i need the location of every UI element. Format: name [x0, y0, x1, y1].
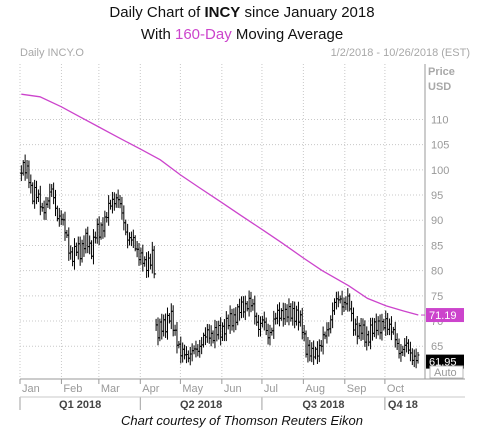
moving-average-layer	[21, 93, 419, 316]
series-line-moving-average	[21, 93, 419, 316]
quarter-label: Q4 18	[388, 399, 418, 410]
currency-axis-title: USD	[428, 81, 451, 93]
y-tick-label: 100	[431, 165, 449, 177]
quarter-label: Q2 2018	[180, 399, 222, 410]
y-tick-label: 110	[431, 114, 449, 126]
quarter-label: Q3 2018	[302, 399, 344, 410]
ma-value-label: 71.19	[429, 310, 457, 322]
price-axis-title: Price	[428, 66, 455, 78]
price-bars	[19, 154, 420, 369]
axis-ticks: 11010510095908580757065JanFebMarAprMayJu…	[22, 114, 449, 410]
title-line-1: Daily Chart of INCY since January 2018	[109, 4, 375, 21]
x-tick-label: Sep	[347, 383, 367, 395]
y-tick-label: 85	[431, 240, 443, 252]
x-tick-label: Oct	[387, 383, 404, 395]
x-tick-label: Feb	[63, 383, 82, 395]
x-tick-label: Aug	[305, 383, 325, 395]
quarter-label: Q1 2018	[59, 399, 101, 410]
y-tick-label: 90	[431, 215, 443, 227]
y-tick-label: 65	[431, 341, 443, 353]
price-value-badge	[426, 354, 464, 369]
page-title: Daily Chart of INCY since January 2018 W…	[0, 2, 484, 46]
y-tick-label: 75	[431, 291, 443, 303]
x-tick-label: Jun	[224, 383, 242, 395]
title-line-2: With 160-Day Moving Average	[140, 26, 344, 43]
chart-frame	[19, 64, 465, 410]
x-tick-label: May	[182, 383, 203, 395]
stock-chart: Daily INCY.O 1/2/2018 - 10/26/2018 (EST)…	[19, 47, 470, 410]
date-range-label: 1/2/2018 - 10/26/2018 (EST)	[331, 47, 470, 59]
chart-label: Daily INCY.O	[20, 47, 84, 59]
chart-credit: Chart courtesy of Thomson Reuters Eikon	[120, 413, 364, 428]
y-tick-label: 80	[431, 266, 443, 278]
x-tick-label: Apr	[142, 383, 159, 395]
y-tick-label: 105	[431, 140, 449, 152]
auto-scale-label[interactable]: Auto	[434, 367, 457, 379]
x-tick-label: Jul	[264, 383, 278, 395]
x-tick-label: Jan	[22, 383, 40, 395]
x-tick-label: Mar	[101, 383, 120, 395]
y-tick-label: 95	[431, 190, 443, 202]
auto-scale-box[interactable]	[429, 365, 464, 379]
ma-value-badge	[426, 308, 464, 323]
